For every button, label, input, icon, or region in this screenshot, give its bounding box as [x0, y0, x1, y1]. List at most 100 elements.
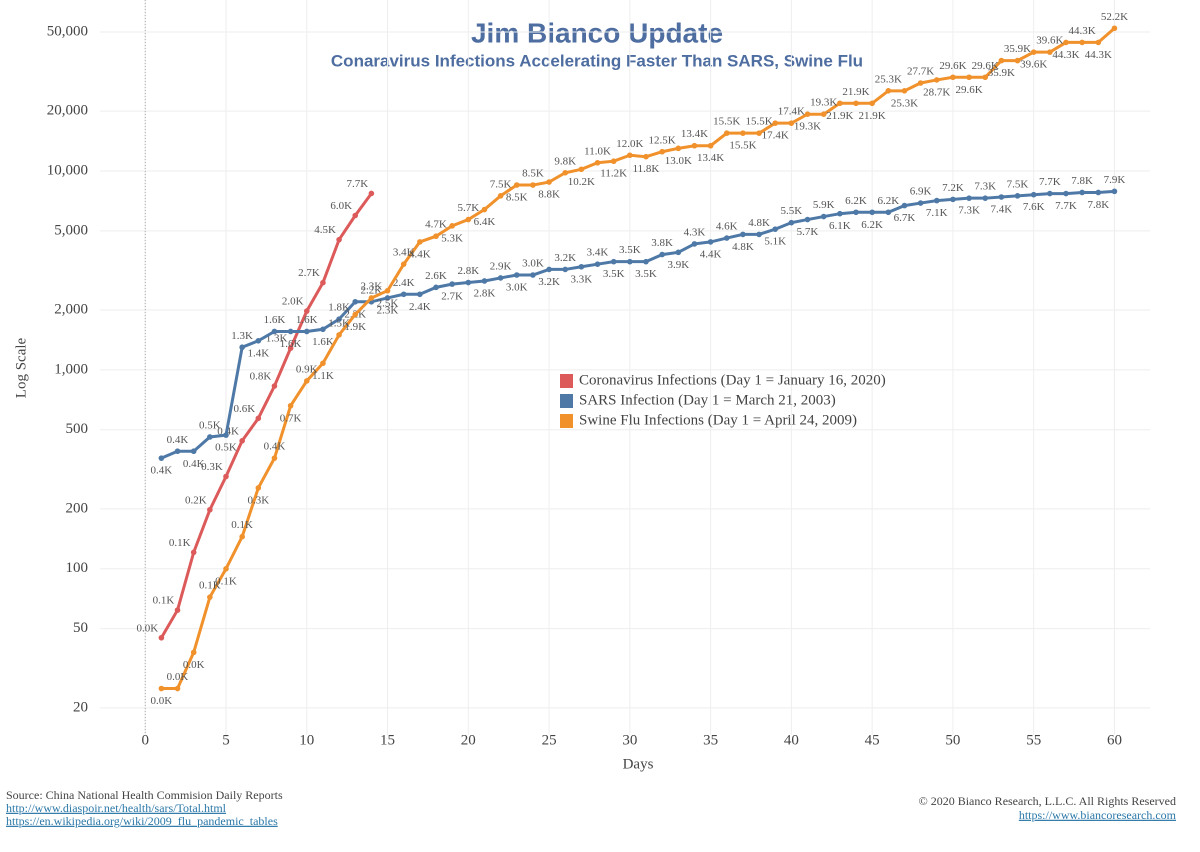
data-label: 29.6K — [939, 60, 966, 72]
data-point — [320, 279, 326, 286]
data-point — [675, 145, 682, 152]
data-point — [740, 231, 746, 238]
data-point — [1030, 191, 1037, 198]
data-point — [723, 235, 730, 241]
data-point — [239, 344, 245, 351]
data-label: 1.6K — [264, 314, 286, 326]
data-label: 0.4K — [264, 441, 286, 453]
data-point — [223, 565, 229, 572]
y-tick-label: 20,000 — [47, 103, 88, 119]
data-label: 12.5K — [649, 134, 676, 146]
data-label: 6.9K — [910, 186, 932, 198]
data-label: 0.1K — [231, 519, 253, 531]
data-label: 19.3K — [810, 97, 837, 109]
data-point — [804, 216, 811, 223]
y-tick-label: 2,000 — [54, 301, 88, 317]
data-label: 9.8K — [554, 155, 576, 167]
data-label: 1.6K — [280, 338, 302, 350]
data-point — [837, 100, 843, 107]
data-label: 15.5K — [745, 116, 772, 128]
data-point — [820, 111, 827, 118]
data-label: 2.8K — [474, 287, 496, 299]
data-label: 44.3K — [1052, 49, 1079, 61]
data-point — [950, 196, 956, 203]
legend-swatch — [560, 394, 573, 408]
data-point — [659, 148, 665, 155]
data-point — [287, 402, 294, 409]
data-point — [449, 223, 455, 229]
data-point — [610, 258, 617, 265]
data-label: 0.0K — [183, 659, 205, 671]
data-point — [756, 130, 762, 136]
data-point — [174, 448, 181, 455]
data-label: 1.4K — [247, 347, 269, 359]
data-label: 13.4K — [697, 152, 724, 164]
data-point — [1030, 49, 1037, 55]
data-label: 6.1K — [829, 220, 851, 232]
data-label: 0.6K — [233, 403, 255, 415]
x-tick-label: 50 — [945, 732, 960, 748]
data-label: 10.2K — [568, 176, 595, 188]
data-label: 4.8K — [732, 241, 754, 253]
data-label: 3.0K — [522, 258, 544, 270]
data-point — [190, 549, 197, 556]
data-label: 3.3K — [571, 273, 593, 285]
data-point — [643, 153, 649, 160]
data-point — [853, 209, 859, 216]
data-point — [481, 206, 488, 213]
data-label: 5.3K — [441, 232, 463, 244]
data-point — [691, 142, 698, 149]
x-tick-label: 25 — [542, 732, 557, 748]
data-point — [303, 378, 310, 384]
y-tick-label: 50,000 — [47, 23, 88, 39]
legend-label: Coronavirus Infections (Day 1 = January … — [579, 372, 886, 388]
data-label: 7.7K — [347, 178, 369, 190]
data-point — [885, 88, 892, 94]
data-point — [578, 166, 585, 173]
legend-swatch — [560, 374, 573, 388]
data-label: 7.8K — [1087, 199, 1109, 211]
x-tick-label: 45 — [865, 732, 880, 748]
data-label: 3.8K — [651, 237, 673, 249]
data-label: 4.5K — [314, 224, 336, 236]
data-point — [417, 239, 423, 245]
data-label: 6.0K — [330, 200, 352, 212]
x-tick-label: 0 — [141, 732, 149, 748]
data-label: 29.6K — [972, 60, 999, 72]
data-label: 0.3K — [247, 494, 269, 506]
data-label: 5.7K — [797, 226, 819, 238]
legend-label: Swine Flu Infections (Day 1 = April 24, … — [579, 412, 857, 428]
x-tick-label: 5 — [222, 732, 230, 748]
x-tick-label: 60 — [1107, 732, 1122, 748]
data-label: 7.1K — [926, 207, 948, 219]
data-label: 39.6K — [1036, 35, 1063, 47]
data-label: 0.7K — [280, 412, 302, 424]
y-axis-label: Log Scale — [13, 337, 29, 398]
source-link[interactable]: http://www.diaspoir.net/health/sars/Tota… — [6, 801, 227, 815]
data-point — [982, 74, 989, 81]
data-label: 7.3K — [958, 205, 980, 217]
data-point — [966, 195, 972, 201]
data-label: 4.4K — [700, 248, 722, 260]
data-point — [336, 316, 342, 322]
data-label: 17.4K — [778, 106, 805, 118]
data-label: 7.7K — [1039, 176, 1061, 188]
data-point — [207, 594, 213, 600]
data-point — [223, 432, 229, 438]
data-label: 11.2K — [600, 168, 627, 180]
data-label: 3.4K — [587, 247, 609, 259]
source-link[interactable]: https://en.wikipedia.org/wiki/2009_flu_p… — [6, 814, 278, 828]
data-point — [740, 130, 746, 136]
data-point — [950, 74, 956, 81]
data-label: 1.6K — [312, 336, 334, 348]
data-point — [303, 328, 310, 335]
data-point — [594, 261, 601, 267]
data-label: 35.9K — [1004, 43, 1031, 55]
data-label: 2.4K — [409, 301, 431, 313]
data-point — [885, 209, 892, 216]
website-link[interactable]: https://www.biancoresearch.com — [1019, 808, 1177, 822]
data-label: 39.6K — [1020, 59, 1047, 71]
data-label: 25.3K — [891, 97, 918, 109]
data-label: 2.7K — [298, 267, 320, 279]
data-label: 0.5K — [215, 442, 237, 454]
